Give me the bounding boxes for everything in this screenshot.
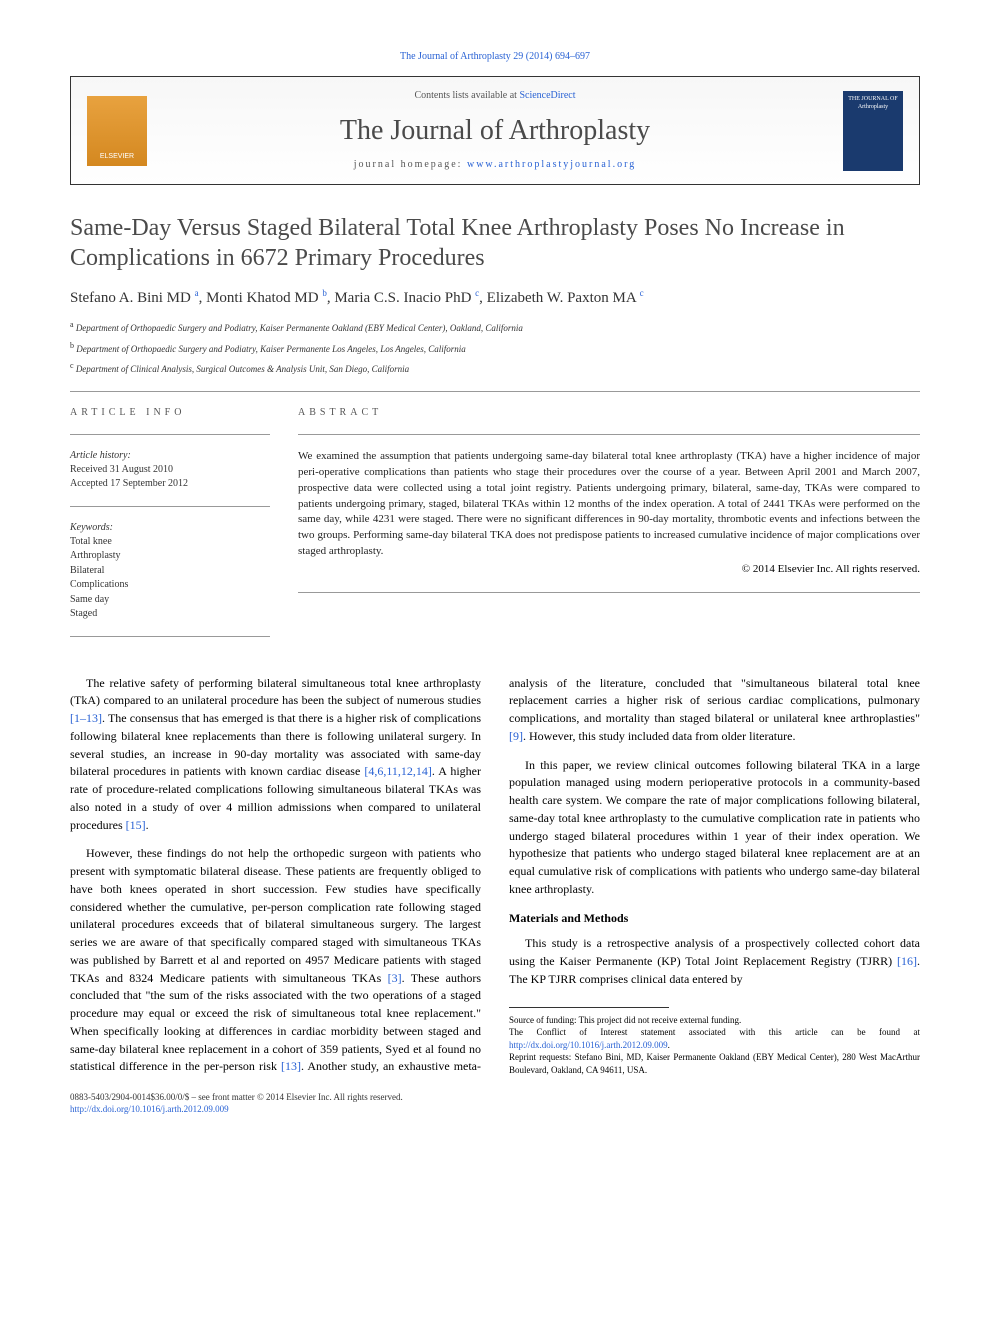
divider (70, 434, 270, 435)
conf-a: The Conflict of Interest statement assoc… (509, 1027, 920, 1037)
materials-methods-heading: Materials and Methods (509, 910, 920, 928)
p4a: This study is a retrospective analysis o… (509, 936, 920, 968)
bottom-matter: 0883-5403/2904-0014$36.00/0/$ – see fron… (70, 1091, 920, 1116)
conflict-doi-link[interactable]: http://dx.doi.org/10.1016/j.arth.2012.09… (509, 1040, 668, 1050)
history-label: Article history: (70, 449, 270, 463)
header-center: Contents lists available at ScienceDirec… (147, 89, 843, 172)
keywords-label: Keywords: (70, 521, 270, 535)
body-para-1: The relative safety of performing bilate… (70, 675, 481, 835)
abstract-col: abstract We examined the assumption that… (298, 406, 920, 651)
footnote-conflict: The Conflict of Interest statement assoc… (509, 1026, 920, 1051)
affiliation-a: a Department of Orthopaedic Surgery and … (70, 319, 920, 336)
abstract-text: We examined the assumption that patients… (298, 449, 920, 561)
homepage-link[interactable]: www.arthroplastyjournal.org (467, 159, 636, 170)
cover-top: THE JOURNAL OF (848, 95, 897, 103)
body-para-4: This study is a retrospective analysis o… (509, 935, 920, 988)
ref-link-3[interactable]: [3] (388, 971, 402, 985)
elsevier-logo: ELSEVIER (87, 96, 147, 166)
journal-homepage: journal homepage: www.arthroplastyjourna… (147, 158, 843, 172)
affil-text-a: Department of Orthopaedic Surgery and Po… (76, 323, 523, 333)
received-date: Received 31 August 2010 (70, 463, 270, 478)
footnote-divider (509, 1007, 669, 1008)
body-columns: The relative safety of performing bilate… (70, 675, 920, 1077)
footnote-funding: Source of funding: This project did not … (509, 1014, 920, 1027)
ref-link-9[interactable]: [9] (509, 729, 523, 743)
keyword-4: Complications (70, 578, 270, 593)
cover-main: Arthroplasty (858, 103, 888, 111)
homepage-label: journal homepage: (354, 159, 467, 170)
body-para-3: In this paper, we review clinical outcom… (509, 757, 920, 899)
p2a: However, these findings do not help the … (70, 846, 481, 984)
article-title: Same-Day Versus Staged Bilateral Total K… (70, 213, 920, 273)
journal-header: ELSEVIER Contents lists available at Sci… (70, 76, 920, 185)
journal-name: The Journal of Arthroplasty (147, 111, 843, 150)
divider (70, 636, 270, 637)
affil-sup-c: c (70, 361, 74, 370)
author-4-affil[interactable]: c (640, 288, 644, 298)
ref-link-1-13[interactable]: [1–13] (70, 711, 102, 725)
doi-link[interactable]: http://dx.doi.org/10.1016/j.arth.2012.09… (70, 1104, 229, 1114)
affil-sup-a: a (70, 320, 74, 329)
article-info-col: article info Article history: Received 3… (70, 406, 270, 651)
footnote-reprint: Reprint requests: Stefano Bini, MD, Kais… (509, 1051, 920, 1076)
journal-citation[interactable]: The Journal of Arthroplasty 29 (2014) 69… (70, 50, 920, 64)
footnotes: Source of funding: This project did not … (509, 1014, 920, 1077)
contents-prefix: Contents lists available at (414, 90, 519, 101)
contents-line: Contents lists available at ScienceDirec… (147, 89, 843, 103)
authors-line: Stefano A. Bini MD a, Monti Khatod MD b,… (70, 287, 920, 309)
ref-link-13[interactable]: [13] (281, 1059, 301, 1073)
affiliation-b: b Department of Orthopaedic Surgery and … (70, 340, 920, 357)
keyword-3: Bilateral (70, 564, 270, 579)
abstract-copyright: © 2014 Elsevier Inc. All rights reserved… (298, 562, 920, 577)
divider (70, 391, 920, 392)
keyword-1: Total knee (70, 535, 270, 550)
divider (298, 434, 920, 435)
affil-text-b: Department of Orthopaedic Surgery and Po… (76, 344, 466, 354)
ref-link-4-6-11-12-14[interactable]: [4,6,11,12,14] (364, 764, 432, 778)
sciencedirect-link[interactable]: ScienceDirect (519, 90, 575, 101)
author-4: , Elizabeth W. Paxton MA (479, 290, 639, 306)
conf-b: . (668, 1040, 670, 1050)
keyword-5: Same day (70, 593, 270, 608)
p1a: The relative safety of performing bilate… (70, 676, 481, 708)
divider (298, 592, 920, 593)
affil-sup-b: b (70, 341, 74, 350)
p1d: . (146, 818, 149, 832)
affiliation-c: c Department of Clinical Analysis, Surgi… (70, 360, 920, 377)
abstract-heading: abstract (298, 406, 920, 420)
article-info-heading: article info (70, 406, 270, 420)
accepted-date: Accepted 17 September 2012 (70, 477, 270, 492)
author-3: , Maria C.S. Inacio PhD (327, 290, 475, 306)
front-matter-line: 0883-5403/2904-0014$36.00/0/$ – see fron… (70, 1091, 920, 1104)
author-1: Stefano A. Bini MD (70, 290, 195, 306)
ref-link-15[interactable]: [15] (126, 818, 146, 832)
affil-text-c: Department of Clinical Analysis, Surgica… (76, 364, 409, 374)
info-abstract-row: article info Article history: Received 3… (70, 406, 920, 651)
keyword-6: Staged (70, 607, 270, 622)
ref-link-16[interactable]: [16] (897, 954, 917, 968)
author-2: , Monti Khatod MD (199, 290, 323, 306)
p2d: . However, this study included data from… (523, 729, 795, 743)
keyword-2: Arthroplasty (70, 549, 270, 564)
divider (70, 506, 270, 507)
journal-cover-thumb: THE JOURNAL OF Arthroplasty (843, 91, 903, 171)
